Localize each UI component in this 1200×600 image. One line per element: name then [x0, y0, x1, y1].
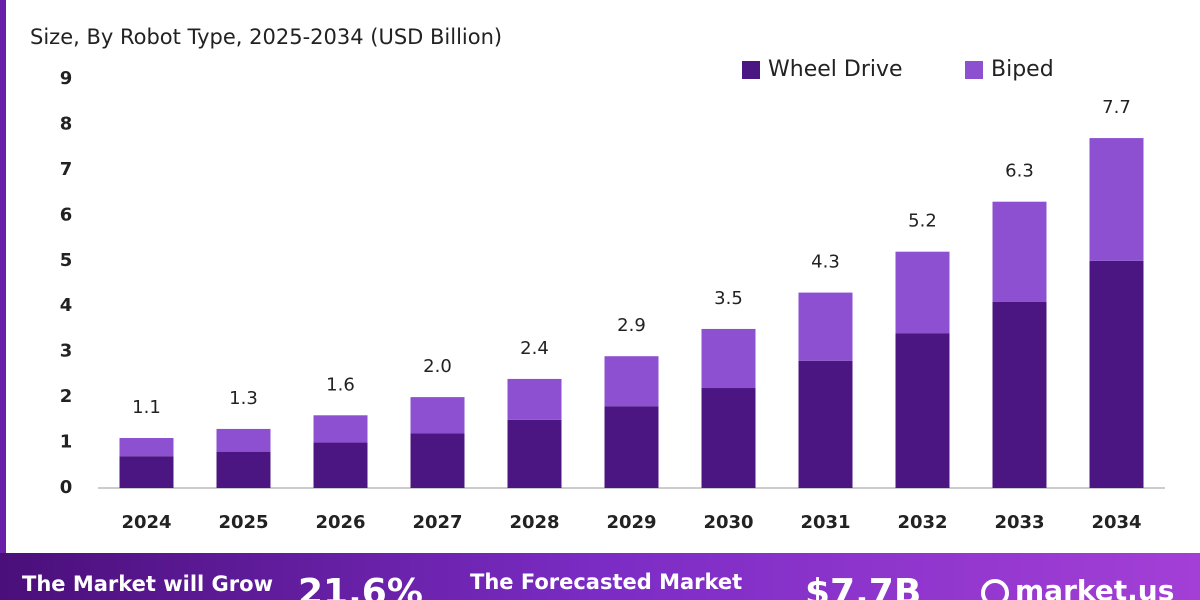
bar-segment [701, 388, 756, 488]
legend-label: Wheel Drive [768, 57, 903, 82]
bar-segment [895, 251, 950, 334]
banner-text: The Market will Grow [22, 572, 273, 596]
x-tick-label: 2032 [897, 512, 947, 533]
banner [0, 553, 1200, 600]
legend-label: Biped [991, 57, 1054, 82]
x-tick-label: 2030 [703, 512, 753, 533]
y-tick-label: 2 [60, 386, 73, 407]
y-tick-label: 6 [60, 204, 73, 225]
x-tick-label: 2033 [994, 512, 1044, 533]
y-tick-label: 0 [60, 477, 73, 498]
bar-segment [798, 360, 853, 488]
x-tick-label: 2025 [218, 512, 268, 533]
x-tick-label: 2026 [315, 512, 365, 533]
total-label: 1.3 [229, 388, 258, 409]
bar-segment [798, 292, 853, 361]
x-tick-label: 2031 [800, 512, 850, 533]
x-tick-label: 2034 [1091, 512, 1141, 533]
bar-segment [410, 397, 465, 434]
total-label: 2.9 [617, 315, 646, 336]
bar-segment [1089, 138, 1144, 261]
y-tick-label: 9 [60, 68, 73, 89]
x-tick-label: 2028 [509, 512, 559, 533]
total-label: 1.1 [132, 397, 161, 418]
brand-icon [981, 579, 1009, 600]
chart-subtitle: Size, By Robot Type, 2025-2034 (USD Bill… [30, 25, 502, 49]
x-tick-label: 2027 [412, 512, 462, 533]
bar-segment [313, 415, 368, 443]
y-tick-label: 5 [60, 250, 73, 271]
banner-value: 21.6% [298, 572, 423, 600]
bar-segment [119, 456, 174, 488]
x-tick-label: 2029 [606, 512, 656, 533]
bar-segment [507, 419, 562, 488]
total-label: 2.4 [520, 338, 549, 359]
bar-segment [701, 328, 756, 389]
bar-segment [410, 433, 465, 488]
total-label: 7.7 [1102, 97, 1131, 118]
banner-text: The Forecasted Market [470, 570, 742, 594]
brand: market.us [1015, 574, 1174, 600]
bar-segment [992, 301, 1047, 488]
banner-value: $7.7B [805, 572, 921, 600]
legend-swatch [742, 61, 760, 79]
bar-segment [313, 442, 368, 488]
y-tick-label: 8 [60, 113, 73, 134]
x-tick-label: 2024 [121, 512, 171, 533]
bar-segment [604, 356, 659, 407]
total-label: 4.3 [811, 252, 840, 273]
bar-segment [216, 428, 271, 452]
y-tick-label: 4 [60, 295, 73, 316]
total-label: 5.2 [908, 211, 937, 232]
y-tick-label: 1 [60, 432, 73, 453]
bar-segment [507, 378, 562, 420]
bar-segment [992, 201, 1047, 302]
bar-segment [895, 333, 950, 488]
total-label: 2.0 [423, 356, 452, 377]
y-tick-label: 7 [60, 159, 73, 180]
total-label: 1.6 [326, 374, 355, 395]
bar-segment [119, 438, 174, 457]
bar-segment [604, 406, 659, 488]
bar-segment [1089, 260, 1144, 488]
y-tick-label: 3 [60, 341, 73, 362]
bar-segment [216, 451, 271, 488]
total-label: 6.3 [1005, 161, 1034, 182]
total-label: 3.5 [714, 288, 743, 309]
legend-swatch [965, 61, 983, 79]
left-edge [0, 0, 6, 555]
